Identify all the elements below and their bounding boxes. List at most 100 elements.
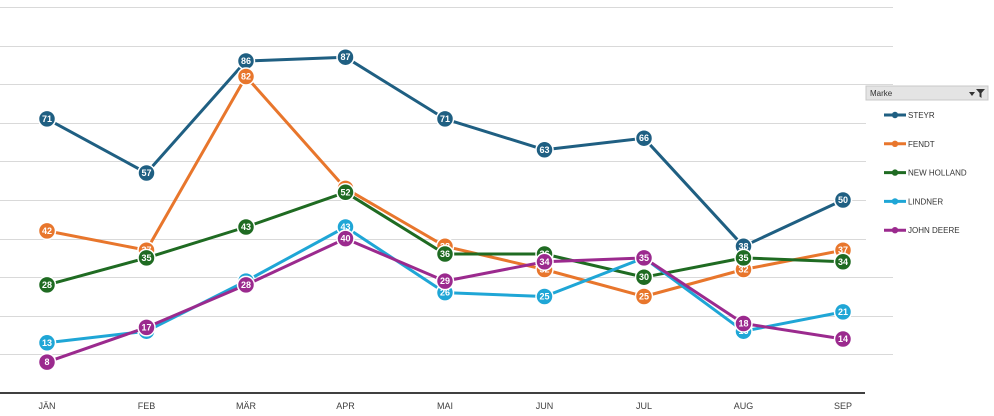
- x-tick-label: AUG: [734, 401, 754, 411]
- legend-label: LINDNER: [908, 197, 943, 206]
- legend-item-steyr[interactable]: STEYR: [884, 111, 935, 120]
- data-point[interactable]: [37, 333, 57, 353]
- legend-marker: [891, 198, 899, 205]
- x-tick-label: JÄN: [38, 401, 55, 411]
- data-point[interactable]: [435, 271, 455, 291]
- data-label: 29: [440, 276, 450, 286]
- series-john-deere: 8 17 28 40 29 34 35 18 14: [37, 229, 853, 372]
- x-tick-label: SEP: [834, 401, 852, 411]
- data-label: 25: [539, 292, 549, 302]
- data-label: 28: [42, 280, 52, 290]
- data-label: 40: [340, 234, 350, 244]
- data-point[interactable]: [37, 221, 57, 241]
- data-label: 86: [241, 56, 251, 66]
- data-label: 38: [738, 241, 748, 251]
- data-point[interactable]: [634, 128, 654, 148]
- x-tick-label: JUN: [536, 401, 554, 411]
- legend-item-lindner[interactable]: LINDNER: [884, 197, 943, 206]
- series-steyr: 71 57 86 87 71 63 66 38 50: [37, 47, 853, 256]
- data-label: 17: [141, 322, 151, 332]
- legend-title: Marke: [870, 89, 893, 98]
- series-fendt: 423782533832253237: [37, 67, 853, 306]
- series-lines: 7157868771636638504237825338322532372835…: [37, 47, 853, 372]
- data-point[interactable]: [336, 47, 355, 67]
- legend[interactable]: Marke STEYR FENDT NEW HOLLAND LINDNER JOHN D…: [865, 85, 990, 244]
- data-label: 34: [838, 257, 848, 267]
- data-label: 14: [838, 334, 848, 344]
- data-point[interactable]: [37, 109, 57, 129]
- legend-marker: [891, 227, 899, 234]
- series-new-holland: 283543523636303534: [37, 183, 853, 295]
- data-point[interactable]: [336, 183, 355, 202]
- data-label: 30: [639, 272, 649, 282]
- data-point[interactable]: [236, 217, 256, 237]
- legend-item-new-holland[interactable]: NEW HOLLAND: [884, 169, 967, 178]
- data-label: 37: [838, 245, 848, 255]
- data-label: 34: [539, 257, 549, 267]
- data-point[interactable]: [634, 248, 654, 268]
- data-label: 35: [141, 253, 151, 263]
- data-point[interactable]: [734, 314, 753, 333]
- legend-box: [866, 86, 990, 244]
- legend-label: FENDT: [908, 140, 935, 149]
- data-point[interactable]: [37, 275, 57, 295]
- data-point[interactable]: [137, 163, 156, 183]
- data-label: 18: [738, 319, 748, 329]
- data-point[interactable]: [535, 252, 554, 272]
- data-point[interactable]: [37, 352, 57, 372]
- data-point[interactable]: [535, 140, 554, 160]
- data-label: 71: [42, 114, 52, 124]
- filter-icon: [976, 89, 985, 98]
- data-label: 66: [639, 133, 649, 143]
- series-line: [46, 75, 844, 298]
- data-point[interactable]: [634, 287, 654, 306]
- legend-marker: [891, 140, 899, 147]
- data-label: 13: [42, 338, 52, 348]
- x-tick-label: MAI: [437, 401, 453, 411]
- data-point[interactable]: [734, 248, 753, 268]
- data-point[interactable]: [137, 248, 156, 268]
- data-point[interactable]: [236, 67, 256, 86]
- x-axis: JÄN FEB MÄR APR MAI JUN JUL AUG SEP: [0, 392, 865, 411]
- data-label: 63: [539, 145, 549, 155]
- dropdown-arrow-icon: [969, 92, 975, 96]
- data-point[interactable]: [137, 318, 156, 337]
- data-label: 43: [340, 222, 350, 232]
- x-tick-label: APR: [336, 401, 355, 411]
- data-point[interactable]: [535, 287, 554, 306]
- legend-marker: [891, 111, 899, 119]
- gridlines: [0, 7, 893, 355]
- legend-label: NEW HOLLAND: [908, 169, 967, 178]
- data-point[interactable]: [435, 244, 455, 264]
- data-label: 87: [340, 52, 350, 62]
- data-point[interactable]: [435, 109, 455, 129]
- data-point[interactable]: [833, 302, 853, 322]
- data-label: 21: [838, 307, 848, 317]
- data-label: 32: [738, 265, 748, 275]
- data-point[interactable]: [833, 329, 853, 349]
- legend-marker: [891, 169, 899, 176]
- legend-item-fendt[interactable]: FENDT: [884, 140, 935, 149]
- data-label: 57: [141, 168, 151, 178]
- data-label: 82: [241, 72, 251, 82]
- data-label: 26: [440, 288, 450, 298]
- data-point[interactable]: [634, 267, 654, 287]
- data-point[interactable]: [833, 190, 853, 210]
- data-label: 50: [838, 195, 848, 205]
- legend-filter-button[interactable]: [969, 89, 985, 98]
- data-label: 8: [44, 357, 49, 367]
- x-tick-label: MÄR: [236, 401, 257, 411]
- legend-label: STEYR: [908, 111, 935, 120]
- data-point[interactable]: [236, 275, 256, 295]
- data-label: 35: [738, 253, 748, 263]
- x-tick-label: JUL: [636, 401, 652, 411]
- legend-items: STEYR FENDT NEW HOLLAND LINDNER JOHN DEERE: [884, 111, 967, 235]
- legend-item-john-deere[interactable]: JOHN DEERE: [884, 226, 960, 235]
- data-label: 42: [42, 226, 52, 236]
- data-label: 35: [639, 253, 649, 263]
- data-label: 43: [241, 222, 251, 232]
- data-point[interactable]: [833, 252, 853, 272]
- data-point[interactable]: [336, 229, 355, 248]
- data-label: 28: [241, 280, 251, 290]
